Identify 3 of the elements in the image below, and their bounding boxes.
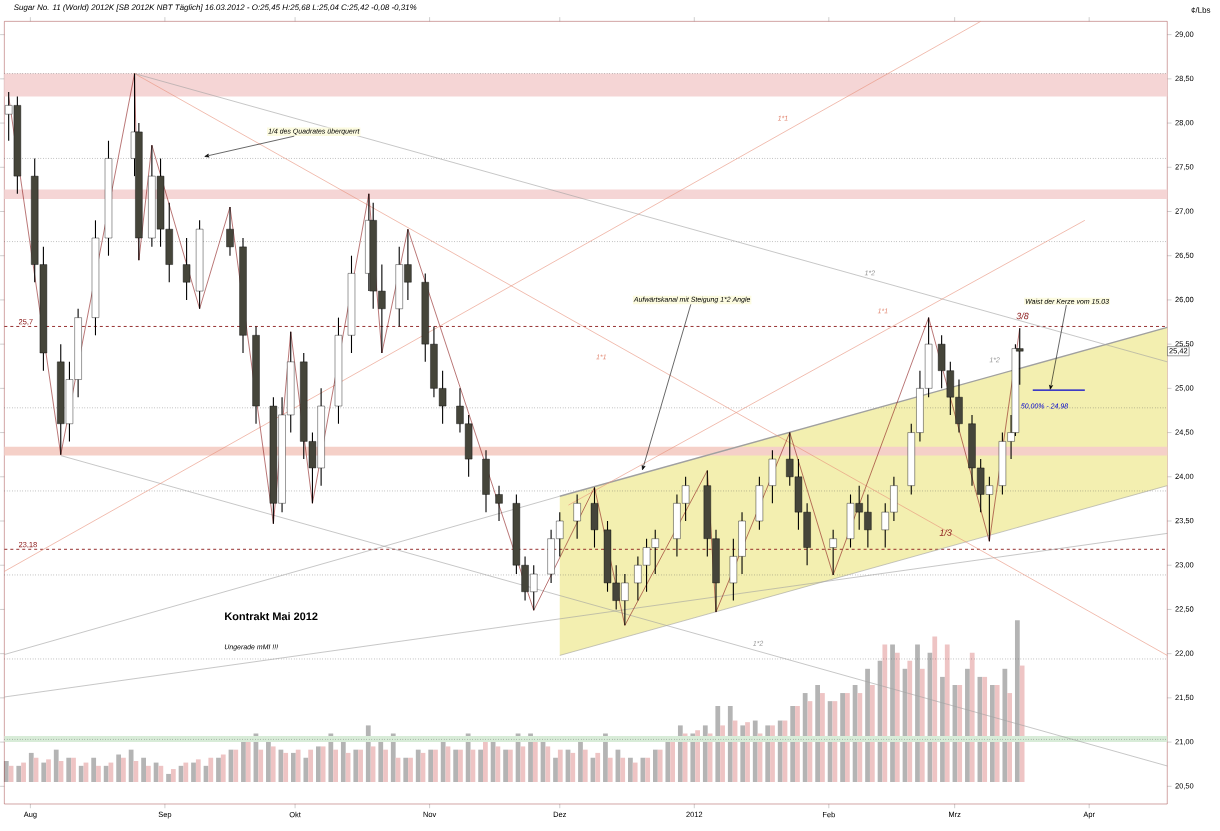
- annotation: 1/3: [939, 529, 952, 537]
- annotation: Kontrakt Mai 2012: [225, 612, 318, 621]
- annotation: 3/8: [1016, 312, 1029, 320]
